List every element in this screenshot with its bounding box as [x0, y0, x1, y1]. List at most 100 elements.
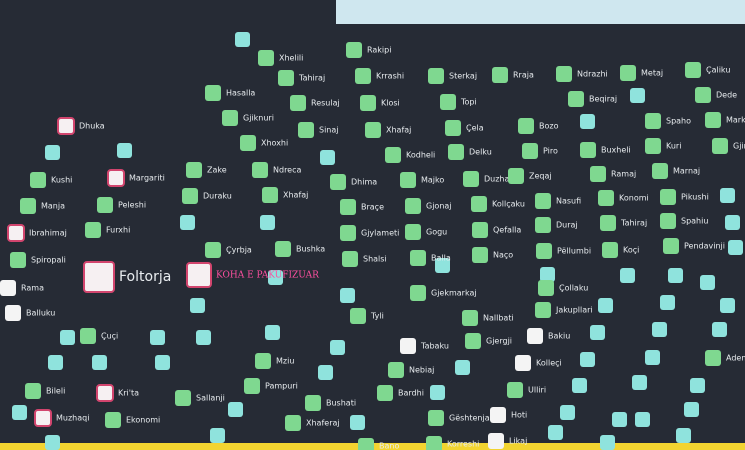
seat-label: Mziu [276, 357, 294, 366]
seat-box [465, 333, 481, 349]
seat-label: Markiçi [726, 116, 745, 125]
seat-box [430, 385, 445, 400]
seat-label: Balluku [26, 309, 55, 318]
seat-box [590, 325, 605, 340]
seat-box [186, 162, 202, 178]
seat-label: Kollçaku [492, 200, 525, 209]
seat-box [235, 32, 250, 47]
seat-label: Nasufi [556, 197, 581, 206]
seat-box [340, 199, 356, 215]
seat-label: Spahiu [681, 217, 708, 226]
seat-box [298, 122, 314, 138]
seat-label: Bushati [326, 399, 356, 408]
seat-label: Koçi [623, 246, 639, 255]
seat-label: Rraja [513, 71, 534, 80]
seat-box [668, 268, 683, 283]
seat-box [360, 95, 376, 111]
seat-label: Ulliri [528, 386, 546, 395]
seat-box [400, 338, 416, 354]
seat-box [305, 395, 321, 411]
seat-box [455, 360, 470, 375]
seat-box [695, 87, 711, 103]
seat-box [92, 355, 107, 370]
seat-box [598, 190, 614, 206]
seat-label: Delku [469, 148, 492, 157]
seat-label: Rama [21, 284, 44, 293]
seat-box [20, 198, 36, 214]
seat-label: Piro [543, 147, 558, 156]
seat-label: Dhuka [79, 122, 105, 131]
seat-label: Bushka [296, 245, 325, 254]
seat-box [34, 409, 52, 427]
seat-box [97, 197, 113, 213]
seat-box [620, 65, 636, 81]
seat-label: Beqiraj [589, 95, 617, 104]
seat-box [492, 67, 508, 83]
seat-box [600, 215, 616, 231]
seat-label: Likaj [509, 437, 527, 446]
seat-label: Xhafaj [386, 126, 411, 135]
seat-label: Braçe [361, 203, 384, 212]
seat-box [196, 330, 211, 345]
seat-box [85, 222, 101, 238]
seat-label: Nebiaj [409, 366, 434, 375]
seat-box [240, 135, 256, 151]
seat-box [30, 172, 46, 188]
seat-box [342, 251, 358, 267]
seat-box [560, 405, 575, 420]
seat-label: Peleshi [118, 201, 146, 210]
seat-box [258, 50, 274, 66]
seat-label: Çaliku [706, 66, 730, 75]
seat-label: Pikushi [681, 193, 709, 202]
seat-box [107, 169, 125, 187]
seat-box [676, 428, 691, 443]
seat-label: Bileli [46, 387, 65, 396]
seat-label: Hasalla [226, 89, 255, 98]
seat-box [260, 215, 275, 230]
seat-label: Gjylameti [361, 229, 399, 238]
seat-label: Ibrahimaj [29, 229, 67, 238]
seat-box [471, 196, 487, 212]
seat-box [180, 215, 195, 230]
seat-box [612, 412, 627, 427]
seat-box [518, 118, 534, 134]
seat-label: Dhima [351, 178, 377, 187]
seat-label: Gështenja [449, 414, 490, 423]
seat-label: Duzha [484, 175, 510, 184]
seat-box [186, 262, 212, 288]
seat-box [725, 215, 740, 230]
seat-label: Metaj [641, 69, 663, 78]
seat-box [228, 402, 243, 417]
seat-box [705, 112, 721, 128]
seat-box [700, 275, 715, 290]
seat-box [290, 95, 306, 111]
seat-box [645, 350, 660, 365]
seat-label: Xhoxhi [261, 139, 288, 148]
seat-label: Sterkaj [449, 72, 477, 81]
seat-label: Marnaj [673, 167, 700, 176]
seat-label: Bano [379, 442, 399, 450]
seat-box [350, 308, 366, 324]
seat-box [45, 145, 60, 160]
seat-box [448, 144, 464, 160]
seat-label: Pendavinji [684, 242, 725, 251]
seat-box [590, 166, 606, 182]
seat-label: Çollaku [559, 284, 588, 293]
seat-box [0, 280, 16, 296]
seat-box [262, 187, 278, 203]
seat-box [508, 168, 524, 184]
seat-label: Kri'ta [118, 389, 139, 398]
seat-box [410, 285, 426, 301]
seat-label: Dede [716, 91, 737, 100]
seat-label: Buxheli [601, 146, 631, 155]
seat-box [340, 225, 356, 241]
seat-label: Topi [460, 98, 477, 107]
seat-box [340, 288, 355, 303]
seat-box [330, 340, 345, 355]
seat-label: Ademaj [726, 354, 745, 363]
seat-label: KOHA E PAKUFIZUAR [216, 271, 319, 281]
seat-label: Gogu [426, 228, 447, 237]
seat-box [660, 213, 676, 229]
seat-box [405, 198, 421, 214]
seat-label: Çuçi [101, 332, 118, 341]
